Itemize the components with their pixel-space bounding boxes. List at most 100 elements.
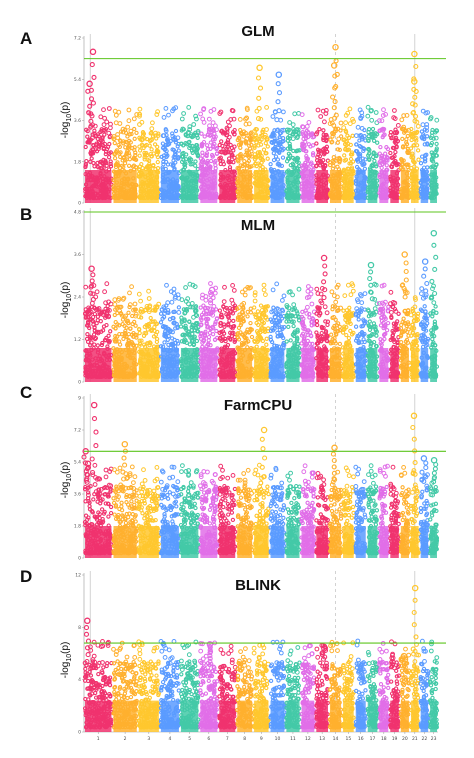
snp-point [108,159,113,164]
snp-point [91,143,96,148]
peak-point [256,64,263,72]
snp-point [392,108,397,113]
snp-point [111,136,117,142]
snp-point [388,150,393,156]
snp-point [98,319,103,324]
snp-point [161,145,166,150]
snp-density-band [138,170,159,203]
snp-point [301,147,306,153]
snp-point [208,281,213,286]
snp-point [248,310,254,315]
snp-point [248,320,253,326]
snp-point [202,134,207,139]
snp-point [92,123,98,129]
snp-point [156,131,161,136]
snp-point [362,134,367,139]
snp-point [394,144,399,149]
snp-point [91,74,97,80]
snp-point [180,332,185,338]
snp-point [123,130,129,136]
snp-point [170,131,175,136]
snp-point [238,330,243,335]
snp-point [102,141,108,147]
snp-point [227,318,232,323]
snp-point [274,281,280,287]
panel-a: 7.25.43.61.80A GLM-log10(p) [20,23,446,207]
snp-point [270,287,276,293]
chromosome-points-19 [388,108,401,203]
snp-point [163,106,169,111]
snp-point [362,166,368,171]
snp-point [369,117,375,123]
snp-point [309,301,315,307]
snp-point [107,151,112,156]
snp-point [292,111,298,117]
snp-point [222,284,227,290]
snp-point [379,118,385,124]
snp-point [154,136,159,141]
snp-point [308,286,314,292]
snp-point [189,328,194,333]
snp-point [258,303,264,308]
snp-point [322,119,327,125]
snp-point [88,96,95,102]
snp-point [296,286,302,292]
chromosome-points-7 [217,283,238,382]
snp-density-band [200,170,218,203]
snp-point [299,112,305,117]
snp-point [88,290,94,296]
chromosome-points-2 [111,284,139,382]
snp-point [268,162,273,167]
snp-point [142,157,147,162]
snp-point [272,343,277,348]
snp-point [146,158,152,163]
snp-point [284,159,290,164]
snp-point [89,62,95,68]
chromosome-points-1 [83,106,114,203]
snp-point [291,323,296,329]
snp-point [281,293,287,299]
snp-point [208,158,214,164]
snp-point [121,336,126,342]
snp-point [106,106,112,111]
snp-point [172,321,177,326]
snp-point [393,149,398,155]
snp-point [120,126,126,132]
snp-point [117,339,122,344]
chromosome-points-5 [178,105,201,203]
snp-point [155,109,161,115]
snp-density-band [355,170,366,203]
chromosome-points-16 [353,107,368,203]
snp-point [155,329,160,335]
snp-point [225,119,231,125]
snp-point [88,111,94,117]
panel-letter: A [20,29,32,48]
snp-point [179,141,184,146]
snp-point [247,146,253,151]
snp-point [150,120,155,126]
snp-point [90,100,96,106]
y-axis-label-sub: 10 [66,114,73,122]
y-tick-label: 4.8 [74,210,81,216]
snp-point [280,155,286,160]
snp-point [434,117,440,123]
snp-point [419,154,425,159]
snp-density-band [160,348,179,382]
snp-point [99,166,105,171]
snp-point [142,344,148,349]
snp-point [112,302,118,307]
snp-density-band [237,348,253,382]
snp-point [173,128,179,134]
snp-point [112,140,117,146]
snp-point [270,114,276,119]
snp-point [186,105,192,110]
snp-point [221,299,227,305]
snp-point [214,328,219,334]
snp-point [252,298,258,304]
snp-point [330,166,336,171]
snp-point [276,108,282,114]
chromosome-points-4 [158,282,182,382]
chromosome-points-22 [418,108,431,203]
snp-point [154,112,160,117]
chromosome-points-10 [268,109,287,203]
